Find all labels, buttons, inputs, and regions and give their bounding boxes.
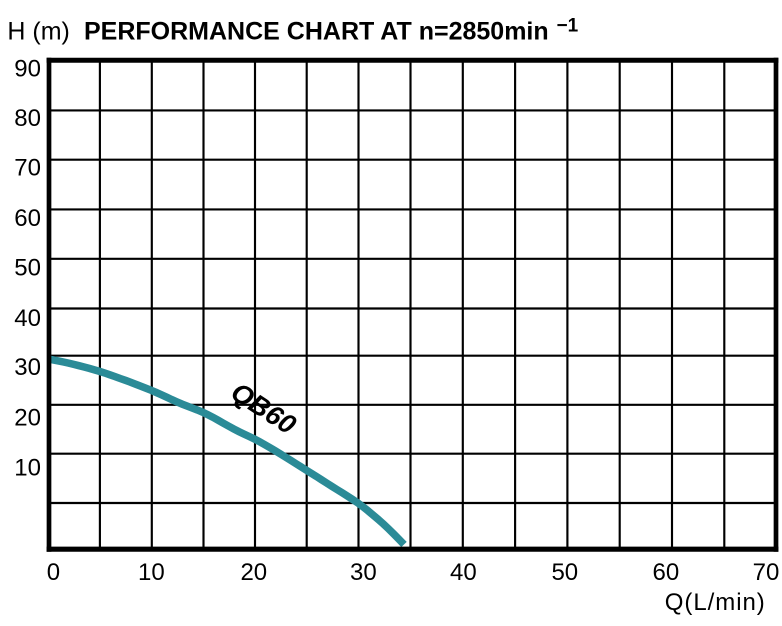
svg-text:80: 80: [14, 105, 41, 132]
svg-text:30: 30: [350, 559, 377, 586]
svg-text:10: 10: [138, 559, 165, 586]
svg-text:PERFORMANCE CHART AT n=2850min: PERFORMANCE CHART AT n=2850min: [84, 18, 549, 46]
svg-text:50: 50: [14, 255, 41, 282]
svg-text:70: 70: [14, 155, 41, 182]
svg-text:Q(L/min): Q(L/min): [665, 589, 766, 616]
svg-text:H (m): H (m): [7, 18, 69, 46]
svg-text:60: 60: [653, 559, 680, 586]
svg-text:10: 10: [14, 455, 41, 482]
svg-text:−1: −1: [557, 16, 579, 37]
svg-text:90: 90: [14, 55, 41, 82]
svg-text:30: 30: [14, 354, 41, 381]
svg-text:50: 50: [551, 559, 578, 586]
svg-text:40: 40: [14, 305, 41, 332]
svg-text:70: 70: [753, 559, 780, 586]
svg-text:60: 60: [14, 205, 41, 232]
svg-text:20: 20: [14, 405, 41, 432]
svg-text:0: 0: [47, 559, 60, 586]
svg-text:40: 40: [450, 559, 477, 586]
svg-text:20: 20: [240, 559, 267, 586]
